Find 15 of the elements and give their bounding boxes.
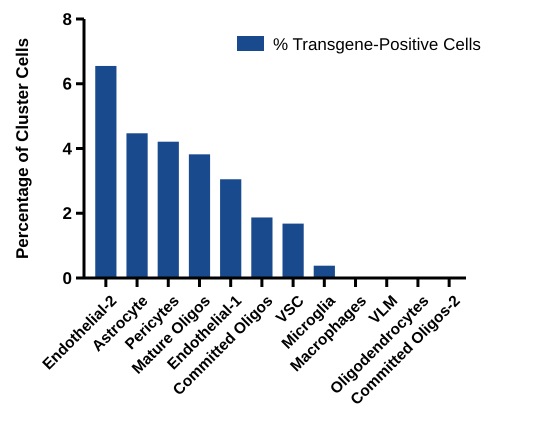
- bar: [282, 224, 304, 278]
- y-tick-label: 2: [62, 204, 72, 224]
- bar: [95, 66, 116, 278]
- y-tick-label: 4: [62, 139, 73, 158]
- bar: [188, 154, 210, 278]
- bar: [251, 217, 273, 278]
- bar: [158, 142, 179, 278]
- bar: [314, 266, 335, 278]
- legend-label: % Transgene-Positive Cells: [273, 34, 481, 54]
- bar: [126, 133, 148, 278]
- y-tick-label: 6: [62, 74, 72, 94]
- y-tick-label: 8: [62, 10, 72, 29]
- bar: [220, 179, 242, 278]
- y-tick-label: 0: [62, 268, 72, 288]
- y-axis-title: Percentage of Cluster Cells: [13, 38, 32, 260]
